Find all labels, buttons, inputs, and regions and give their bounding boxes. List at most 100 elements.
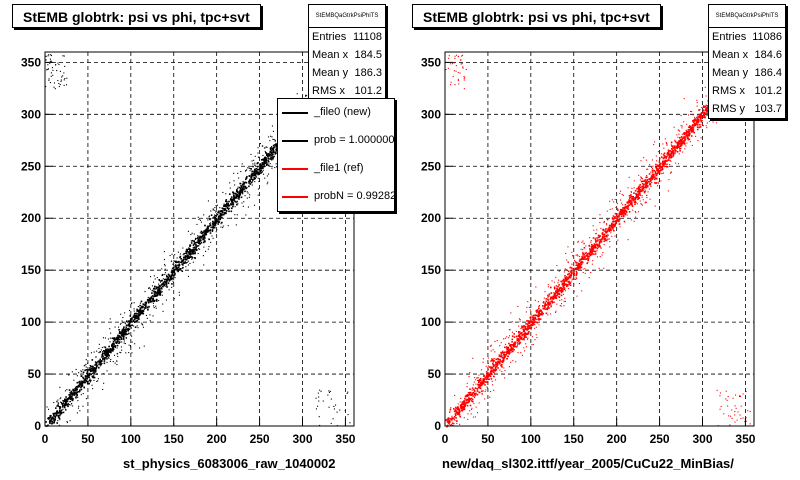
data-point bbox=[550, 304, 552, 306]
data-point bbox=[103, 382, 105, 384]
data-point bbox=[700, 137, 702, 139]
data-point bbox=[682, 151, 684, 153]
data-point bbox=[511, 349, 513, 351]
data-point bbox=[481, 381, 483, 383]
data-point bbox=[613, 229, 615, 232]
data-point bbox=[106, 351, 109, 353]
data-point bbox=[705, 125, 707, 127]
data-point bbox=[153, 290, 155, 293]
data-point bbox=[477, 385, 479, 387]
data-point bbox=[72, 388, 74, 391]
data-point bbox=[631, 197, 633, 200]
data-point bbox=[517, 339, 520, 341]
data-point bbox=[48, 79, 50, 81]
data-point bbox=[53, 419, 55, 422]
data-point bbox=[657, 183, 659, 185]
data-point bbox=[320, 390, 322, 392]
data-point bbox=[495, 370, 497, 372]
data-point bbox=[102, 357, 104, 360]
data-point bbox=[183, 256, 186, 259]
data-point bbox=[135, 321, 137, 323]
data-point bbox=[586, 262, 588, 265]
data-point bbox=[114, 338, 116, 341]
data-point bbox=[449, 423, 451, 425]
data-point bbox=[489, 372, 492, 374]
data-point bbox=[560, 294, 563, 297]
data-point bbox=[199, 219, 201, 221]
data-point bbox=[501, 363, 503, 366]
data-point bbox=[269, 149, 271, 151]
data-point bbox=[460, 397, 462, 399]
data-point bbox=[151, 290, 153, 292]
data-point bbox=[562, 280, 565, 282]
data-point bbox=[695, 135, 697, 137]
data-point bbox=[117, 336, 119, 338]
y-tick-label: 150 bbox=[21, 263, 41, 277]
data-point bbox=[699, 124, 701, 126]
data-point bbox=[138, 312, 140, 314]
data-point bbox=[553, 281, 555, 283]
data-point bbox=[153, 281, 155, 283]
data-point bbox=[213, 221, 215, 223]
data-point bbox=[638, 174, 640, 176]
data-point bbox=[266, 154, 268, 156]
data-point bbox=[680, 115, 682, 117]
data-point bbox=[507, 347, 510, 350]
data-point bbox=[261, 165, 263, 168]
data-point bbox=[86, 373, 88, 375]
data-point bbox=[245, 214, 247, 216]
data-point bbox=[559, 287, 561, 289]
data-point bbox=[521, 338, 523, 341]
data-point bbox=[93, 369, 95, 371]
data-point bbox=[52, 417, 55, 419]
data-point bbox=[250, 178, 253, 180]
data-point bbox=[634, 197, 637, 200]
data-point bbox=[153, 295, 155, 298]
data-point bbox=[57, 403, 59, 405]
data-point bbox=[596, 240, 598, 242]
data-point bbox=[195, 249, 198, 251]
data-point bbox=[634, 198, 637, 201]
data-point bbox=[136, 315, 139, 318]
data-point bbox=[318, 396, 320, 398]
data-point bbox=[689, 128, 692, 130]
data-point bbox=[165, 299, 167, 301]
data-point bbox=[90, 373, 93, 375]
data-point bbox=[517, 335, 520, 337]
data-point bbox=[495, 358, 497, 361]
data-point bbox=[181, 259, 183, 262]
data-point bbox=[447, 418, 449, 421]
data-point bbox=[670, 148, 673, 150]
data-point bbox=[62, 411, 65, 414]
data-point bbox=[232, 198, 234, 201]
data-point bbox=[112, 340, 114, 342]
data-point bbox=[617, 239, 619, 241]
data-point bbox=[116, 338, 118, 340]
data-point bbox=[504, 337, 506, 339]
data-point bbox=[701, 107, 703, 109]
data-point bbox=[62, 403, 64, 405]
data-point bbox=[80, 385, 83, 388]
data-point bbox=[458, 409, 460, 412]
data-point bbox=[82, 393, 84, 395]
data-point bbox=[267, 181, 269, 183]
data-point bbox=[503, 351, 505, 354]
data-point bbox=[272, 138, 274, 140]
data-point bbox=[134, 343, 136, 345]
data-point bbox=[86, 381, 89, 383]
data-point bbox=[254, 164, 256, 166]
data-point bbox=[229, 187, 231, 189]
data-point bbox=[491, 358, 493, 360]
data-point bbox=[681, 127, 683, 129]
data-point bbox=[267, 155, 269, 157]
data-point bbox=[164, 278, 166, 281]
data-point bbox=[640, 160, 642, 162]
data-point bbox=[141, 322, 143, 324]
data-point bbox=[633, 199, 635, 201]
data-point bbox=[640, 176, 642, 178]
data-point bbox=[635, 201, 637, 204]
data-point bbox=[191, 256, 193, 258]
data-point bbox=[671, 152, 673, 154]
data-point bbox=[681, 137, 683, 139]
data-point bbox=[54, 418, 56, 421]
